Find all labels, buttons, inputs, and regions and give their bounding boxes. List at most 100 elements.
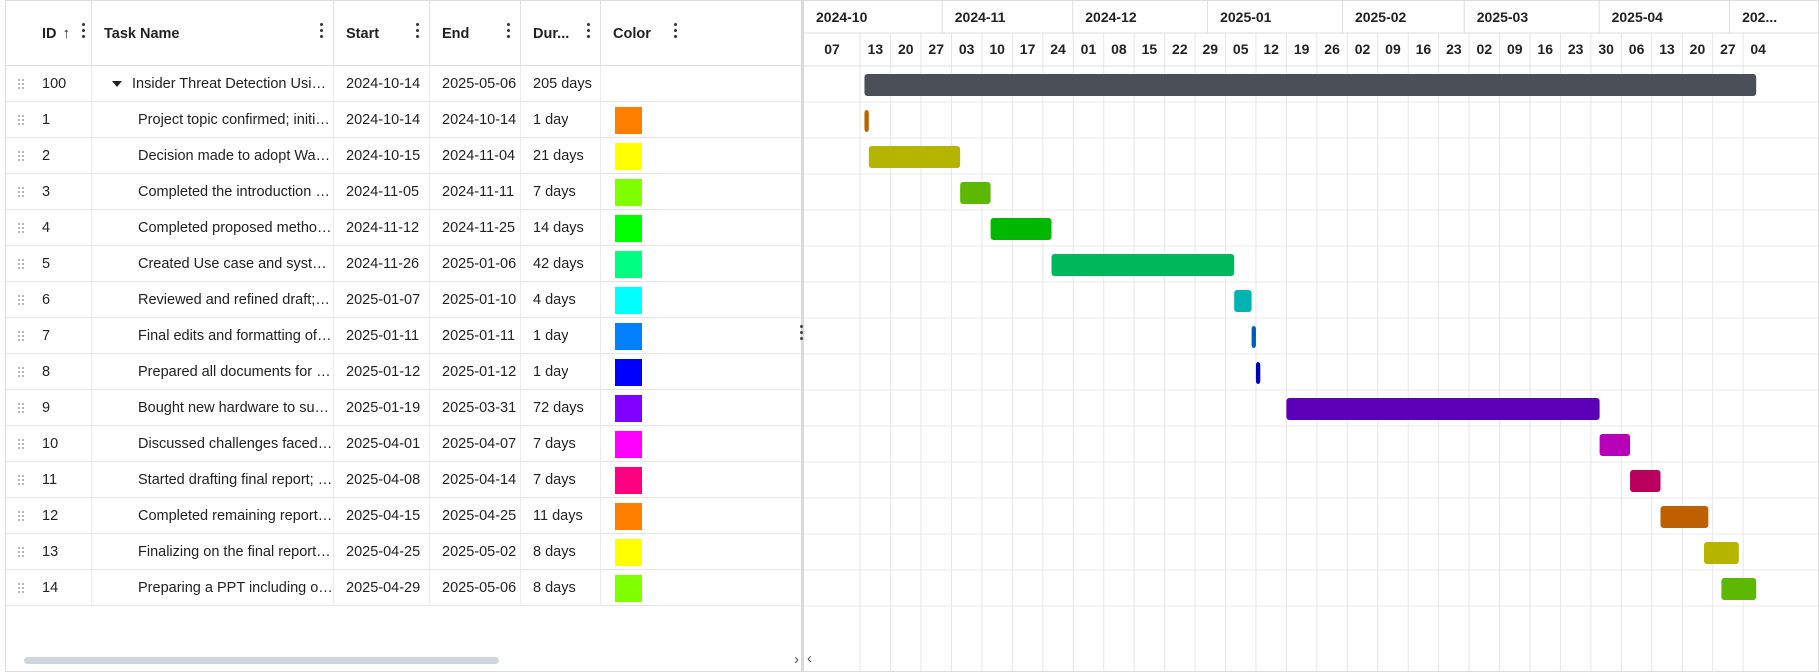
table-row[interactable]: 11 Started drafting final report; Com... 2… bbox=[6, 462, 802, 498]
cell-duration: 7 days bbox=[521, 462, 601, 498]
table-row[interactable]: 10 Discussed challenges faced whil... 2025… bbox=[6, 426, 802, 462]
column-header-start[interactable]: Start bbox=[334, 1, 430, 66]
color-swatch[interactable] bbox=[615, 466, 642, 494]
splitter-handle-icon[interactable] bbox=[799, 325, 805, 343]
cell-color bbox=[601, 498, 802, 534]
table-row[interactable]: 2 Decision made to adopt Wazuh a... 2024-1… bbox=[6, 138, 802, 174]
color-swatch[interactable] bbox=[615, 430, 642, 458]
table-row[interactable]: 8 Prepared all documents for subm... 2025-… bbox=[6, 354, 802, 390]
cell-duration: 205 days bbox=[521, 66, 601, 102]
week-label: 27 bbox=[1720, 41, 1736, 57]
column-menu-icon[interactable] bbox=[586, 23, 592, 43]
cell-name-text: Completed remaining report; Sub... bbox=[138, 508, 333, 524]
table-row[interactable]: 14 Preparing a PPT including overvi... 202… bbox=[6, 570, 802, 606]
task-bar[interactable] bbox=[868, 146, 961, 168]
column-header-color[interactable]: Color bbox=[601, 1, 802, 66]
color-swatch[interactable] bbox=[615, 106, 642, 134]
task-bar[interactable] bbox=[1704, 542, 1739, 564]
task-bar[interactable] bbox=[864, 110, 869, 132]
color-swatch[interactable] bbox=[615, 214, 642, 242]
task-bar[interactable] bbox=[960, 182, 991, 204]
cell-start-text: 2025-01-12 bbox=[346, 364, 421, 380]
drag-handle-icon[interactable] bbox=[18, 439, 24, 450]
column-menu-icon[interactable] bbox=[415, 23, 421, 43]
pane-splitter[interactable] bbox=[801, 0, 804, 672]
drag-handle-icon[interactable] bbox=[18, 547, 24, 558]
drag-handle-icon[interactable] bbox=[18, 331, 24, 342]
column-menu-icon[interactable] bbox=[506, 23, 512, 43]
collapse-caret-icon[interactable] bbox=[112, 81, 122, 87]
color-swatch[interactable] bbox=[615, 538, 642, 566]
drag-handle-icon[interactable] bbox=[18, 511, 24, 522]
table-row[interactable]: 13 Finalizing on the final report draft .… bbox=[6, 534, 802, 570]
cell-name: Created Use case and system ar... bbox=[92, 246, 334, 282]
task-bar[interactable] bbox=[1286, 398, 1600, 420]
drag-handle-icon[interactable] bbox=[18, 223, 24, 234]
color-swatch[interactable] bbox=[615, 322, 642, 350]
scroll-right-icon[interactable]: › bbox=[794, 651, 799, 668]
week-label: 16 bbox=[1416, 41, 1432, 57]
drag-handle-icon[interactable] bbox=[18, 115, 24, 126]
table-row[interactable]: 7 Final edits and formatting of First ...… bbox=[6, 318, 802, 354]
column-menu-icon[interactable] bbox=[81, 23, 87, 43]
column-menu-icon[interactable] bbox=[673, 23, 679, 43]
color-swatch[interactable] bbox=[615, 574, 642, 602]
column-header-id[interactable]: ID ↑ bbox=[6, 1, 92, 66]
week-label: 24 bbox=[1050, 41, 1066, 57]
cell-name: Reviewed and refined draft; impl... bbox=[92, 282, 334, 318]
week-label: 13 bbox=[868, 41, 884, 57]
color-swatch[interactable] bbox=[615, 502, 642, 530]
color-swatch[interactable] bbox=[615, 286, 642, 314]
column-menu-icon[interactable] bbox=[319, 23, 325, 43]
column-header-end[interactable]: End bbox=[430, 1, 521, 66]
column-header-color-label: Color bbox=[613, 25, 651, 42]
cell-id: 2 bbox=[36, 138, 92, 174]
drag-handle-icon[interactable] bbox=[18, 367, 24, 378]
cell-name-text: Discussed challenges faced whil... bbox=[138, 436, 333, 452]
color-swatch[interactable] bbox=[615, 394, 642, 422]
task-bar[interactable] bbox=[1051, 254, 1235, 276]
column-header-name[interactable]: Task Name bbox=[92, 1, 334, 66]
table-row[interactable]: 12 Completed remaining report; Sub... 2025… bbox=[6, 498, 802, 534]
horizontal-scrollbar[interactable] bbox=[24, 657, 499, 664]
scroll-left-icon[interactable]: ‹ bbox=[807, 650, 812, 667]
cell-end: 2025-01-06 bbox=[430, 246, 521, 282]
table-row[interactable]: 9 Bought new hardware to support ... 2025-… bbox=[6, 390, 802, 426]
column-header-duration[interactable]: Dur... bbox=[521, 1, 601, 66]
task-bar[interactable] bbox=[1660, 506, 1709, 528]
task-bar[interactable] bbox=[1251, 326, 1256, 348]
drag-handle-icon[interactable] bbox=[18, 583, 24, 594]
drag-handle-icon[interactable] bbox=[18, 295, 24, 306]
drag-handle-icon[interactable] bbox=[18, 187, 24, 198]
cell-end-text: 2024-10-14 bbox=[442, 112, 517, 128]
drag-handle-icon[interactable] bbox=[18, 259, 24, 270]
task-bar[interactable] bbox=[1234, 290, 1252, 312]
cell-id: 12 bbox=[36, 498, 92, 534]
color-swatch[interactable] bbox=[615, 142, 642, 170]
table-row[interactable]: 5 Created Use case and system ar... 2024-1… bbox=[6, 246, 802, 282]
cell-id-text: 8 bbox=[42, 364, 51, 380]
cell-end: 2025-03-31 bbox=[430, 390, 521, 426]
drag-handle-icon[interactable] bbox=[18, 79, 24, 90]
task-bar[interactable] bbox=[1599, 434, 1631, 456]
table-row[interactable]: 100 Insider Threat Detection Using SIE...… bbox=[6, 66, 802, 102]
color-swatch[interactable] bbox=[615, 178, 642, 206]
cell-start-text: 2025-04-29 bbox=[346, 580, 421, 596]
table-row[interactable]: 3 Completed the introduction and p... 2024… bbox=[6, 174, 802, 210]
task-bar[interactable] bbox=[1630, 470, 1661, 492]
color-swatch[interactable] bbox=[615, 358, 642, 386]
drag-handle-icon[interactable] bbox=[18, 403, 24, 414]
table-row[interactable]: 4 Completed proposed methodolog... 2024-11… bbox=[6, 210, 802, 246]
task-bar[interactable] bbox=[990, 218, 1052, 240]
drag-handle-icon[interactable] bbox=[18, 151, 24, 162]
task-bar[interactable] bbox=[1255, 362, 1261, 384]
summary-bar[interactable] bbox=[864, 74, 1757, 96]
cell-name: Completed remaining report; Sub... bbox=[92, 498, 334, 534]
table-row[interactable]: 1 Project topic confirmed; initial obj...… bbox=[6, 102, 802, 138]
color-swatch[interactable] bbox=[615, 250, 642, 278]
task-bar[interactable] bbox=[1721, 578, 1757, 600]
table-row[interactable]: 6 Reviewed and refined draft; impl... 2025… bbox=[6, 282, 802, 318]
sort-ascending-icon[interactable]: ↑ bbox=[62, 25, 71, 42]
cell-start-text: 2024-10-14 bbox=[346, 76, 421, 92]
drag-handle-icon[interactable] bbox=[18, 475, 24, 486]
